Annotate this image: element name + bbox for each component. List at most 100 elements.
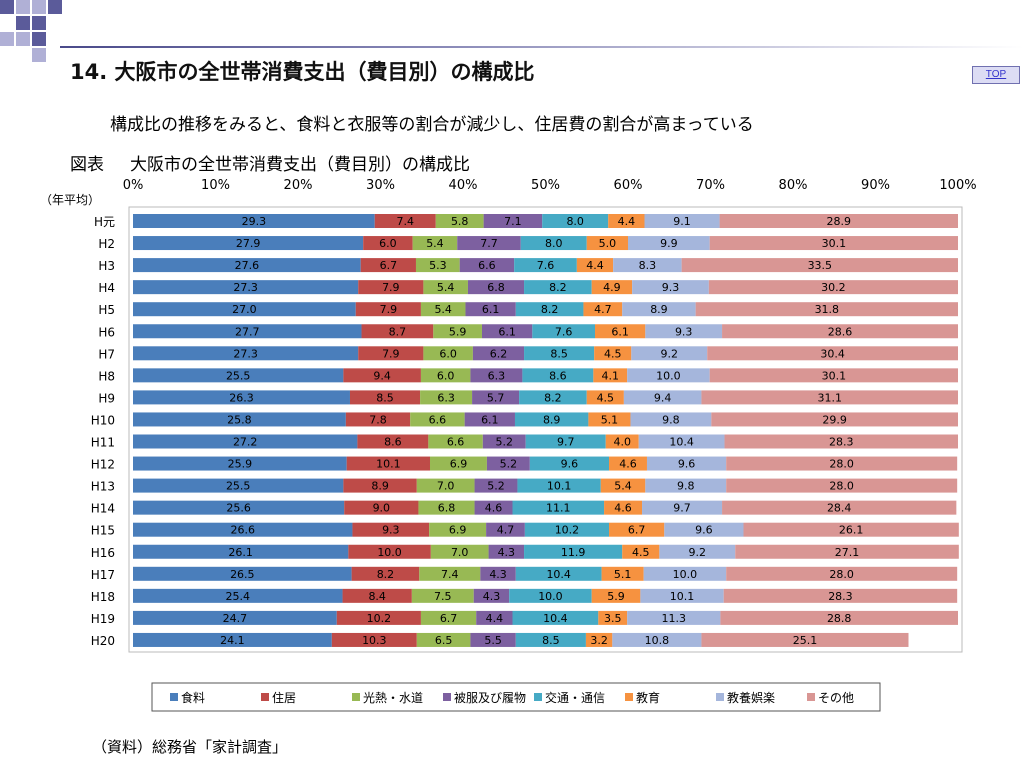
bar-segment [133, 346, 359, 361]
data-label: 5.1 [601, 413, 619, 426]
bar-segment [133, 434, 358, 449]
bar-segment [480, 566, 516, 581]
x-tick-label: 0% [123, 178, 144, 193]
legend-label: 交通・通信 [545, 690, 605, 705]
bar-segment [476, 610, 513, 625]
bar-segment [418, 500, 475, 515]
data-label: 4.5 [604, 347, 622, 360]
bar-segment [722, 324, 958, 339]
data-label: 28.0 [829, 458, 854, 471]
bar-segment [352, 522, 430, 537]
bar-segment [509, 588, 592, 603]
bar-segment [470, 632, 516, 647]
bar-segment [709, 368, 958, 383]
data-label: 8.2 [549, 281, 567, 294]
data-label: 6.6 [478, 259, 496, 272]
data-label: 6.1 [481, 413, 499, 426]
bar-segment [515, 302, 584, 317]
data-label: 5.9 [607, 590, 625, 603]
data-label: 7.4 [397, 215, 415, 228]
bar-segment [595, 324, 646, 339]
data-label: 26.5 [230, 568, 255, 581]
data-label: 10.2 [367, 612, 392, 625]
category-label: H8 [98, 369, 115, 383]
data-label: 5.4 [426, 237, 444, 250]
data-label: 6.6 [429, 413, 447, 426]
legend-swatch [261, 693, 269, 701]
bar-segment [420, 302, 466, 317]
bar-segment [420, 390, 473, 405]
bar-segment [524, 280, 592, 295]
data-label: 28.6 [828, 325, 853, 338]
bar-segment [709, 236, 958, 251]
bar-segment [524, 544, 623, 559]
bar-segment [470, 368, 523, 383]
data-label: 5.8 [451, 215, 469, 228]
category-label: H11 [91, 436, 115, 450]
data-label: 28.3 [828, 590, 853, 603]
bar-segment [423, 346, 473, 361]
category-label: H15 [91, 524, 115, 538]
bar-segment [664, 522, 744, 537]
bar-segment [598, 610, 628, 625]
data-label: 9.0 [373, 502, 391, 515]
data-label: 7.1 [504, 215, 522, 228]
bar-segment [708, 280, 958, 295]
bar-segment [542, 214, 609, 228]
category-label: H2 [98, 237, 115, 251]
data-label: 8.9 [371, 480, 389, 493]
data-label: 4.0 [613, 436, 631, 449]
bar-segment [735, 544, 959, 559]
plot-area [128, 206, 963, 653]
data-label: 9.9 [660, 237, 678, 250]
header-square-8 [16, 32, 30, 46]
bar-segment [351, 566, 420, 581]
bar-segment [472, 346, 525, 361]
data-label: 9.2 [661, 347, 679, 360]
x-tick-label: 10% [201, 178, 230, 193]
bar-segment [355, 302, 421, 317]
data-label: 3.5 [604, 612, 622, 625]
legend-swatch [716, 693, 724, 701]
header-square-5 [16, 16, 30, 30]
bar-segment [529, 456, 610, 471]
data-label: 9.8 [662, 413, 680, 426]
data-label: 10.1 [547, 480, 572, 493]
bar-segment [522, 368, 594, 383]
bar-segment [133, 632, 332, 647]
bar-segment [342, 588, 412, 603]
legend-label: その他 [818, 691, 854, 705]
data-label: 29.3 [242, 215, 267, 228]
data-label: 8.0 [545, 237, 563, 250]
data-label: 5.1 [614, 568, 632, 581]
bar-segment [720, 610, 958, 625]
bar-segment [133, 456, 347, 471]
data-label: 26.1 [839, 524, 864, 537]
figure-title: 大阪市の全世帯消費支出（費目別）の構成比 [130, 155, 470, 175]
bar-segment [525, 434, 606, 449]
category-label: H16 [91, 546, 115, 560]
data-label: 9.6 [678, 458, 696, 471]
bar-segment [363, 236, 413, 251]
data-label: 24.1 [220, 634, 245, 647]
data-label: 27.1 [835, 546, 860, 559]
data-label: 9.3 [662, 281, 680, 294]
top-link-button[interactable]: TOP [972, 66, 1020, 84]
bar-segment [435, 214, 484, 228]
bar-segment [515, 566, 602, 581]
header-square-4 [48, 0, 62, 14]
x-tick-label: 20% [284, 178, 313, 193]
bar-segment [514, 412, 589, 427]
data-label: 6.0 [379, 237, 397, 250]
x-tick-label: 40% [449, 178, 478, 193]
data-label: 27.9 [236, 237, 261, 250]
data-label: 26.6 [230, 524, 255, 537]
data-label: 6.3 [437, 391, 455, 404]
data-label: 10.4 [669, 436, 694, 449]
data-label: 6.8 [487, 281, 505, 294]
data-label: 27.3 [233, 347, 258, 360]
x-tick-label: 90% [861, 178, 890, 193]
bar-segment [643, 566, 727, 581]
bar-segment [638, 434, 725, 449]
bar-segment [659, 544, 736, 559]
